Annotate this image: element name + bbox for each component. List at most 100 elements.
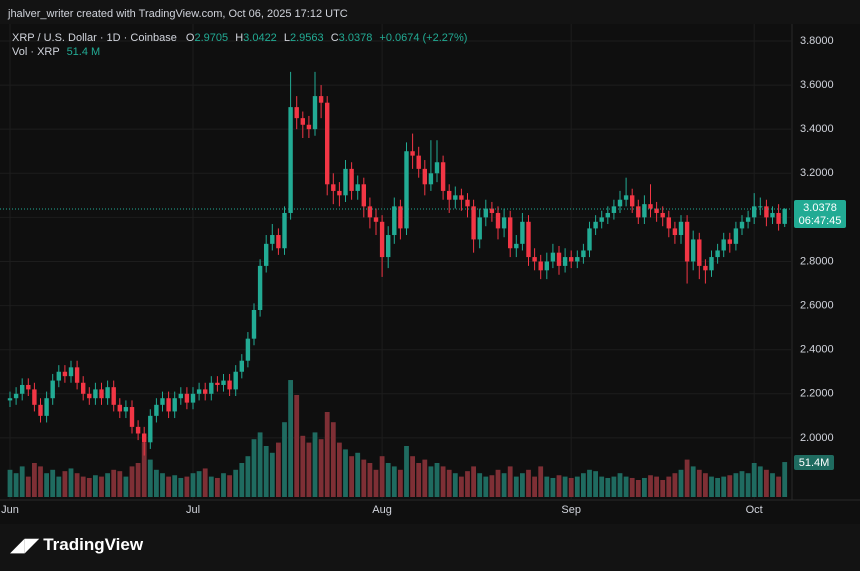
candle-body bbox=[392, 206, 397, 236]
candle-body bbox=[630, 195, 635, 207]
y-tick-label: 3.6000 bbox=[800, 79, 834, 91]
candle-body bbox=[203, 389, 208, 394]
candle-body bbox=[56, 371, 61, 381]
volume-bar bbox=[507, 466, 513, 497]
x-tick-label: Jul bbox=[186, 504, 200, 516]
candle-body bbox=[379, 221, 385, 258]
candle-body bbox=[99, 389, 104, 399]
volume-bar bbox=[263, 446, 269, 497]
high-value: 3.0422 bbox=[243, 32, 277, 44]
candle-body bbox=[739, 221, 745, 229]
volume-bar bbox=[776, 476, 781, 497]
volume-bar bbox=[501, 473, 507, 497]
candle-body bbox=[312, 96, 318, 130]
close-value: 3.0378 bbox=[339, 32, 373, 44]
volume-tag bbox=[794, 455, 834, 471]
candle-body bbox=[556, 252, 562, 266]
volume-bar bbox=[208, 476, 214, 497]
candle-body bbox=[44, 398, 49, 416]
volume-bar bbox=[471, 466, 476, 497]
candle-body bbox=[642, 204, 647, 218]
y-tick-label: 2.6000 bbox=[800, 299, 834, 311]
candle-body bbox=[50, 380, 55, 399]
candle-body bbox=[166, 398, 171, 412]
y-tick-label: 2.2000 bbox=[800, 388, 834, 400]
candle-body bbox=[495, 212, 501, 229]
volume-bar bbox=[581, 473, 586, 497]
volume-bar bbox=[32, 463, 37, 497]
plot bbox=[0, 71, 792, 497]
volume-bar bbox=[623, 476, 629, 497]
volume-bar bbox=[666, 476, 672, 497]
volume-bar bbox=[300, 435, 306, 497]
volume-bar bbox=[757, 466, 763, 497]
volume-bar bbox=[410, 456, 415, 497]
volume-bar bbox=[513, 476, 519, 497]
volume-bar bbox=[312, 432, 318, 497]
candle-body bbox=[459, 195, 464, 200]
candle-body bbox=[117, 404, 122, 412]
candle-body bbox=[611, 206, 617, 213]
volume-bar bbox=[477, 473, 483, 497]
volume-bar bbox=[385, 463, 391, 497]
candle-body bbox=[233, 371, 238, 390]
candle-body bbox=[428, 173, 434, 185]
candle-body bbox=[337, 190, 342, 196]
candle-body bbox=[68, 367, 74, 377]
brand-logo: ◢◤ TradingView bbox=[10, 535, 144, 556]
volume-bar bbox=[727, 475, 733, 497]
y-tick-label: 2.8000 bbox=[800, 255, 834, 267]
candle-body bbox=[81, 382, 86, 394]
candle-body bbox=[733, 228, 739, 244]
candle-body bbox=[264, 243, 269, 266]
symbol-title: XRP / U.S. Dollar · 1D · Coinbase bbox=[12, 32, 177, 44]
volume-bar bbox=[672, 473, 678, 497]
candle-body bbox=[123, 407, 129, 412]
volume-bar bbox=[86, 477, 92, 497]
candle-body bbox=[654, 208, 659, 213]
candle-body bbox=[38, 404, 43, 416]
volume-bar bbox=[782, 462, 788, 497]
logo-mark: ◢◤ bbox=[10, 535, 40, 556]
volume-bar bbox=[215, 477, 220, 497]
volume-bar bbox=[178, 477, 184, 497]
volume-bar bbox=[721, 476, 727, 497]
volume-bar bbox=[660, 480, 666, 497]
ohlc-label: O bbox=[186, 32, 195, 44]
volume-bar bbox=[251, 439, 257, 497]
x-tick-label: Aug bbox=[372, 504, 392, 516]
candle-body bbox=[7, 398, 13, 401]
candle-body bbox=[617, 199, 623, 207]
candle-body bbox=[373, 217, 379, 222]
candle-body bbox=[135, 426, 141, 434]
x-tick-label: Oct bbox=[746, 504, 763, 516]
ohlc-label: H bbox=[235, 32, 243, 44]
candle-body bbox=[13, 393, 19, 399]
candle-body bbox=[331, 184, 336, 191]
volume-bar bbox=[233, 469, 239, 497]
volume-bar bbox=[93, 475, 98, 497]
volume-title: Vol · XRP bbox=[12, 46, 60, 58]
candle-body bbox=[508, 217, 513, 249]
volume-bar bbox=[611, 476, 617, 497]
candle-body bbox=[172, 398, 177, 412]
candle-body bbox=[410, 151, 415, 156]
volume-bar bbox=[56, 476, 62, 497]
candle-body bbox=[32, 389, 37, 405]
candle-body bbox=[764, 206, 769, 218]
candle-body bbox=[447, 190, 452, 200]
candle-body bbox=[209, 382, 214, 394]
volume-bar bbox=[318, 439, 324, 497]
volume-bar bbox=[184, 476, 190, 497]
volume-legend: Vol · XRP 51.4 M bbox=[12, 46, 100, 58]
y-tick-label: 3.4000 bbox=[800, 123, 834, 135]
candle-body bbox=[440, 162, 446, 191]
volume-bar bbox=[550, 477, 556, 497]
volume-bar bbox=[196, 471, 202, 497]
volume-bar bbox=[696, 469, 702, 497]
candle-body bbox=[416, 155, 421, 169]
volume-bar bbox=[276, 442, 281, 497]
volume-bar bbox=[538, 466, 544, 497]
volume-bar bbox=[434, 463, 440, 497]
